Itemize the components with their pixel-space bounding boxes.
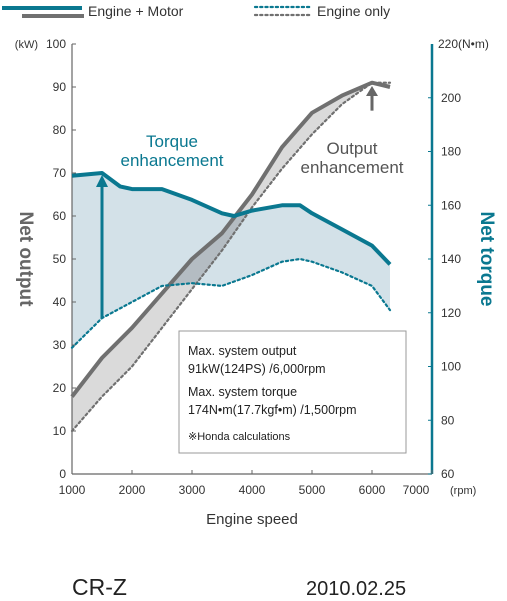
right-axis-title: Net torque <box>476 212 497 307</box>
info-box-line: ※Honda calculations <box>188 431 291 443</box>
info-box-line: Max. system torque <box>188 385 297 399</box>
overlay-layer: Torque enhancement Output enhancement Max. s… <box>2 3 407 454</box>
output-engine-only-line <box>70 81 392 433</box>
info-box-line: 174N•m(17.7kgf•m) /1,500rpm <box>188 403 357 417</box>
left-axis-title: Net output <box>15 212 36 308</box>
x-tick-label: 4000 <box>239 483 266 497</box>
axes-layer: 0 10 20 30 40 50 60 70 80 90 100 (kW) 60 80 100 120 140 1… <box>15 37 497 528</box>
x-tick-label: 6000 <box>359 483 386 497</box>
torque-enhancement-area <box>72 173 390 348</box>
left-tick-label: 100 <box>46 37 66 51</box>
right-tick-label: 100 <box>441 360 461 374</box>
output-arrow-head <box>366 86 378 96</box>
x-tick-label: 2000 <box>119 483 146 497</box>
x-tick-label: 5000 <box>299 483 326 497</box>
info-box-line: Max. system output <box>188 344 297 358</box>
info-box <box>178 330 407 454</box>
left-tick-label: 90 <box>53 80 67 94</box>
fills-layer <box>72 82 390 431</box>
right-tick-label: 200 <box>441 91 461 105</box>
torque-engine-only-line <box>70 257 392 349</box>
right-tick-label: 140 <box>441 252 461 266</box>
x-tick-label: 1000 <box>59 483 86 497</box>
x-axis-title: Engine speed <box>206 511 298 528</box>
model-caption: CR-Z <box>72 574 127 600</box>
lines-layer <box>70 80 392 433</box>
left-tick-label: 30 <box>53 338 67 352</box>
x-tick-label: 7000 <box>403 483 430 497</box>
torque-enhancement-label: Torque enhancement <box>120 132 223 170</box>
left-tick-label: 50 <box>53 252 67 266</box>
right-tick-label: 160 <box>441 198 461 212</box>
right-axis-top-label: 220(N•m) <box>438 37 489 51</box>
right-tick-label: 120 <box>441 306 461 320</box>
left-tick-label: 40 <box>53 295 67 309</box>
info-box-line: 91kW(124PS) /6,000rpm <box>188 362 326 376</box>
left-tick-label: 20 <box>53 381 67 395</box>
date-caption: 2010.02.25 <box>306 578 407 600</box>
legend-label-engine-motor: Engine + Motor <box>88 3 184 19</box>
right-tick-label: 80 <box>441 413 455 427</box>
left-tick-label: 0 <box>59 467 66 481</box>
left-tick-label: 10 <box>53 424 67 438</box>
left-tick-label: 80 <box>53 123 67 137</box>
right-tick-label: 60 <box>441 467 455 481</box>
torque-engine-motor-line <box>71 171 392 266</box>
right-tick-label: 180 <box>441 145 461 159</box>
left-tick-label: 60 <box>53 209 67 223</box>
left-tick-label: 70 <box>53 166 67 180</box>
x-axis-unit: (rpm) <box>450 485 476 497</box>
legend-label-engine-only: Engine only <box>317 3 390 19</box>
x-tick-label: 3000 <box>179 483 206 497</box>
left-axis-unit: (kW) <box>15 39 38 51</box>
torque-arrow-head <box>96 175 108 187</box>
output-enhancement-label: Output enhancement <box>300 139 403 177</box>
